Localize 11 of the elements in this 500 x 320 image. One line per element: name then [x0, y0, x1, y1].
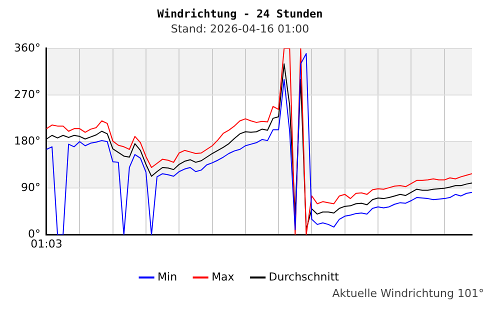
y-tick-label: 360° — [14, 41, 40, 54]
y-tick-label: 270° — [14, 88, 40, 101]
chart-subtitle: Stand: 2026-04-16 01:00 — [170, 22, 310, 36]
text: Aktuelle Windrichtung 101° — [331, 287, 485, 300]
y-tick-label: 90° — [20, 181, 40, 194]
chart-title: Windrichtung - 24 Stunden — [157, 7, 323, 20]
legend-label: Max — [212, 270, 235, 284]
y-tick-label: 180° — [14, 134, 40, 148]
legend-label: Min — [158, 270, 178, 284]
legend-label: Durchschnitt — [268, 270, 340, 284]
x-tick-label: 01:03 — [30, 237, 62, 250]
